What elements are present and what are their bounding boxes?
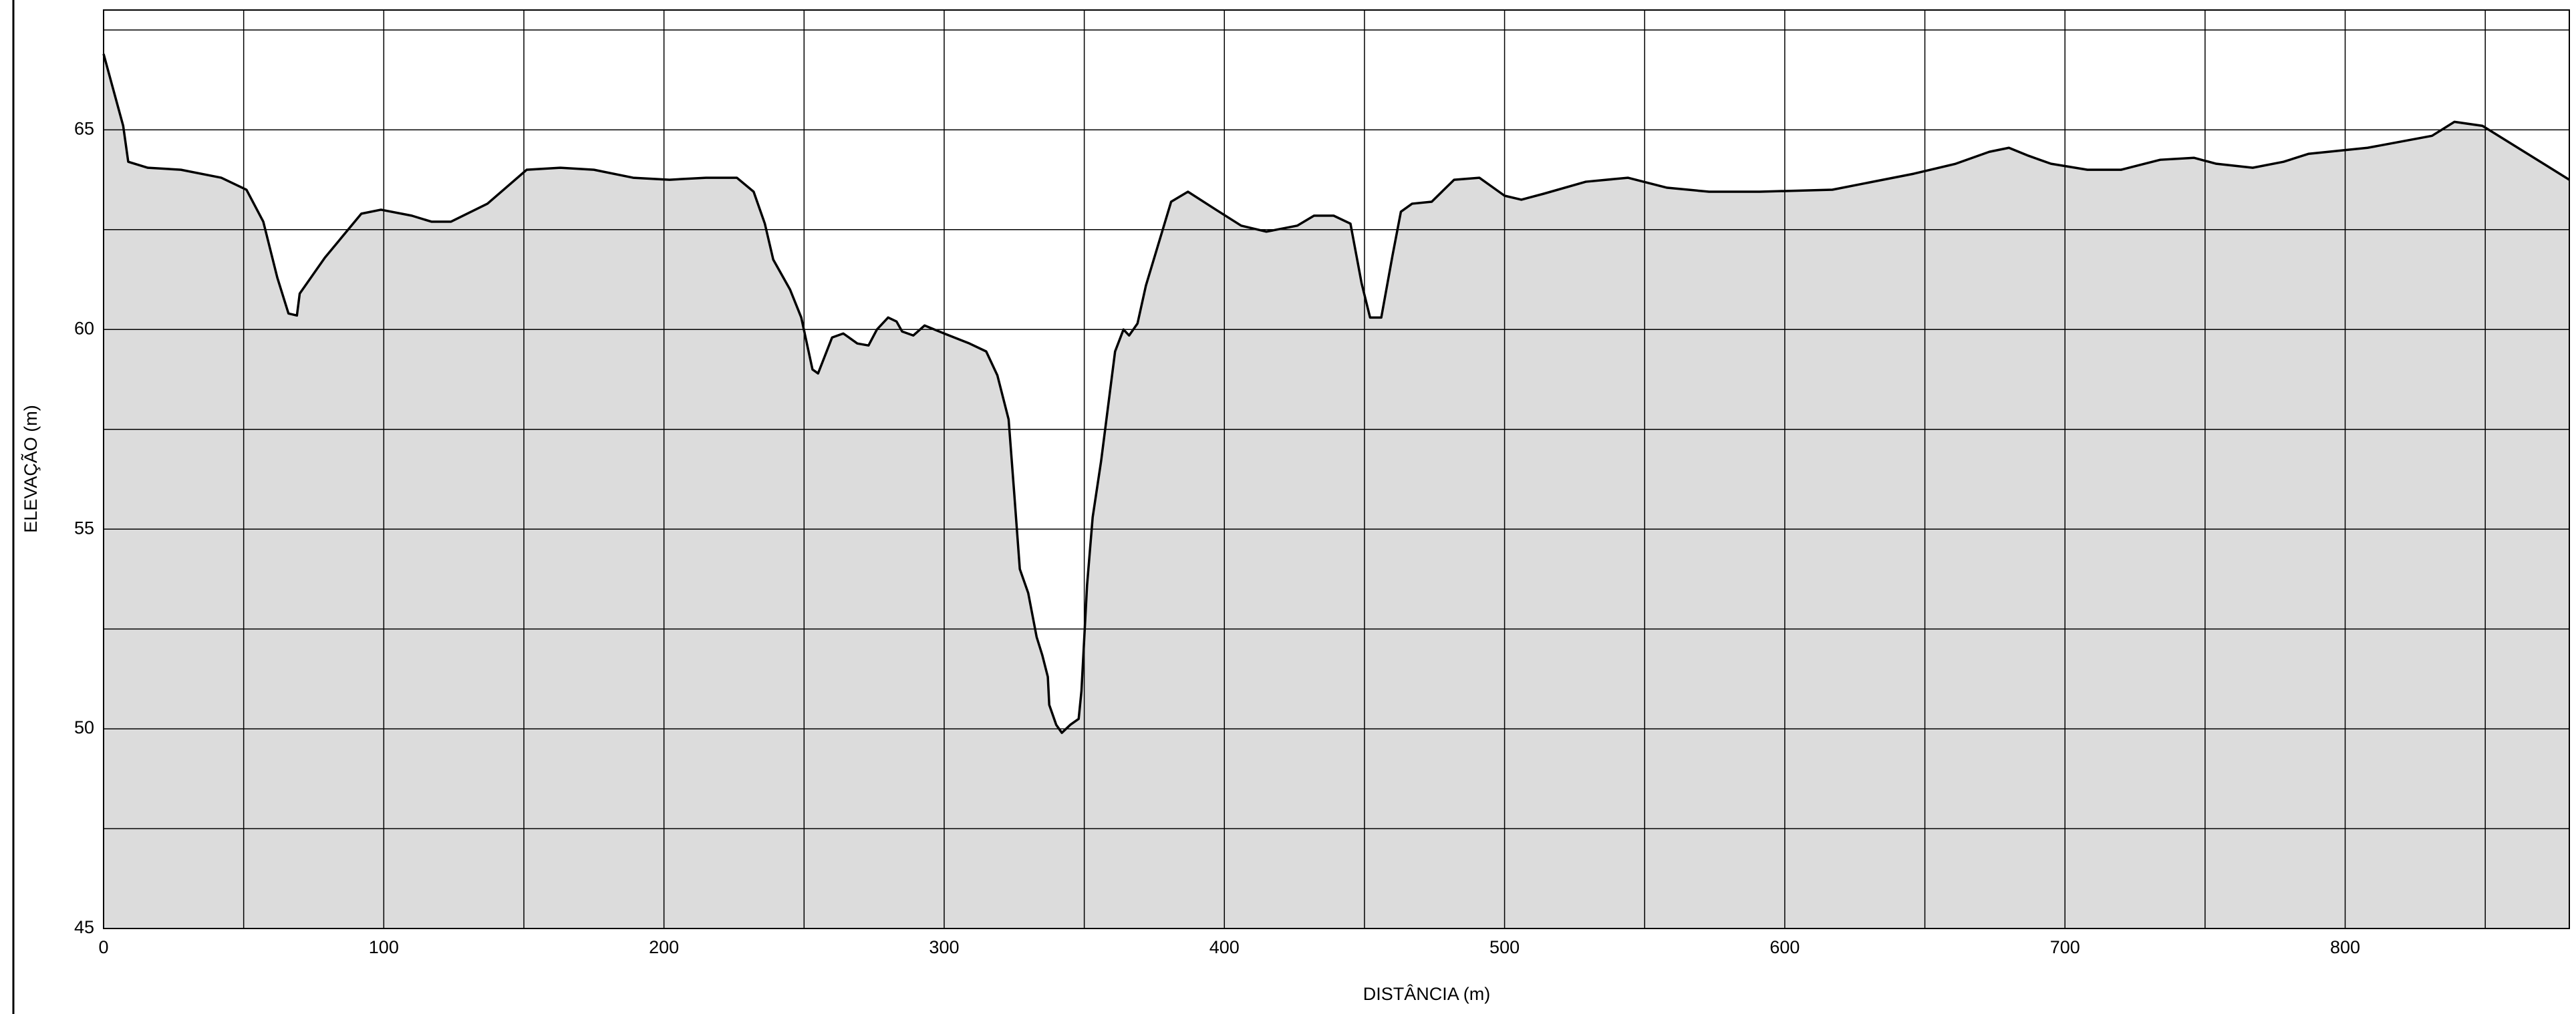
x-axis-label: DISTÂNCIA (m)	[1363, 983, 1491, 1004]
y-tick-label: 60	[74, 318, 94, 338]
x-tick-label: 400	[1209, 937, 1240, 957]
area-fill	[104, 53, 2569, 929]
x-tick-label: 800	[2330, 937, 2360, 957]
profile-line	[102, 53, 2570, 734]
x-tick-label: 0	[98, 937, 108, 957]
x-tick-label: 200	[649, 937, 679, 957]
y-axis-label: ELEVAÇÃO (m)	[20, 405, 41, 533]
x-tick-label: 700	[2050, 937, 2080, 957]
y-tick-label: 45	[74, 917, 94, 937]
y-tick-label: 55	[74, 518, 94, 538]
y-tick-label: 50	[74, 717, 94, 737]
x-tick-label: 600	[1769, 937, 1800, 957]
plot-frame	[103, 9, 2570, 929]
x-tick-label: 300	[929, 937, 959, 957]
y-tick-label: 65	[74, 118, 94, 138]
x-tick-label: 500	[1489, 937, 1520, 957]
x-tick-label: 100	[369, 937, 399, 957]
